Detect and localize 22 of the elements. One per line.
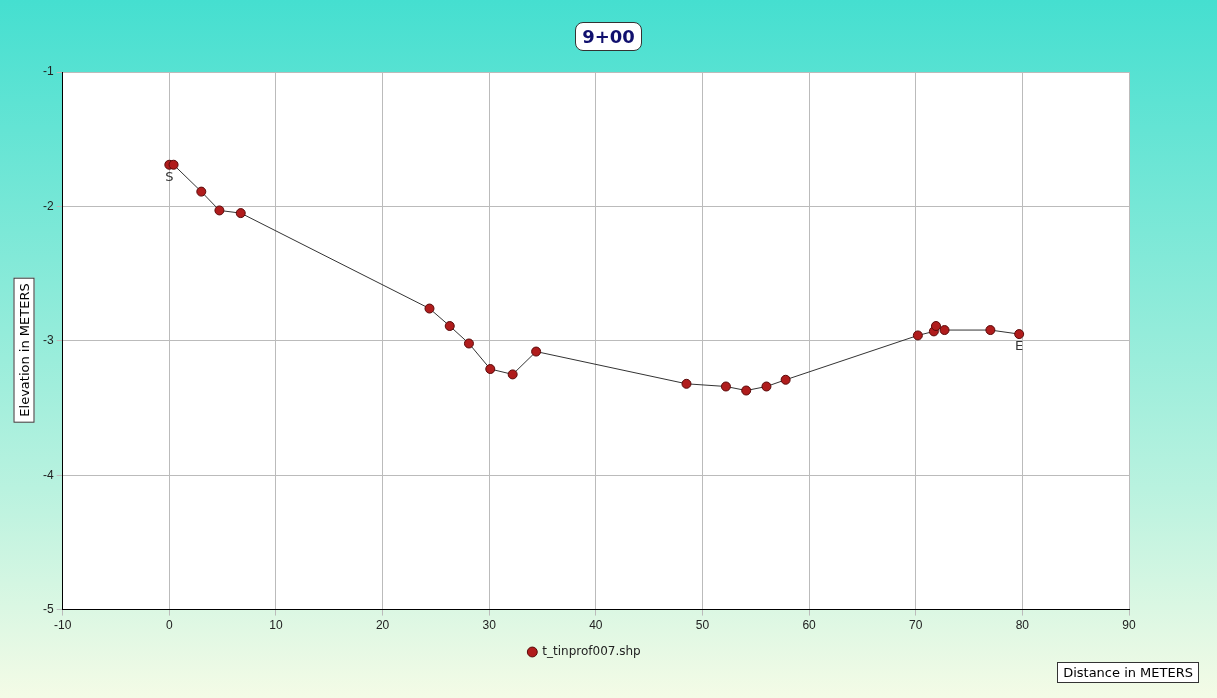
annotation: E <box>1015 337 1024 353</box>
y-tick-label: -3 <box>43 333 54 348</box>
x-tick-label: 30 <box>482 618 497 633</box>
legend-label: t_tinprof007.shp <box>542 644 641 659</box>
x-tick-label: 10 <box>269 618 283 633</box>
chart-title: 9+00 <box>575 22 642 51</box>
y-tick-label: -4 <box>43 467 54 482</box>
x-tick-label: 40 <box>589 618 603 633</box>
x-tick-label: 80 <box>1015 618 1030 633</box>
x-tick-label: -10 <box>54 618 72 633</box>
x-tick-label: 60 <box>802 618 817 633</box>
x-tick-label: 0 <box>165 618 173 633</box>
x-tick-label: 50 <box>695 618 710 633</box>
x-tick-label: 90 <box>1122 618 1136 633</box>
y-tick-label: -1 <box>43 64 54 79</box>
y-axis-title: Elevation in METERS <box>13 277 35 423</box>
annotation: S <box>165 168 174 184</box>
y-tick-label: -5 <box>43 601 54 616</box>
y-tick-label: -2 <box>43 198 54 213</box>
x-axis-title: Distance in METERS <box>1057 662 1199 683</box>
x-tick-label: 20 <box>375 618 390 633</box>
x-tick-label: 70 <box>909 618 923 633</box>
